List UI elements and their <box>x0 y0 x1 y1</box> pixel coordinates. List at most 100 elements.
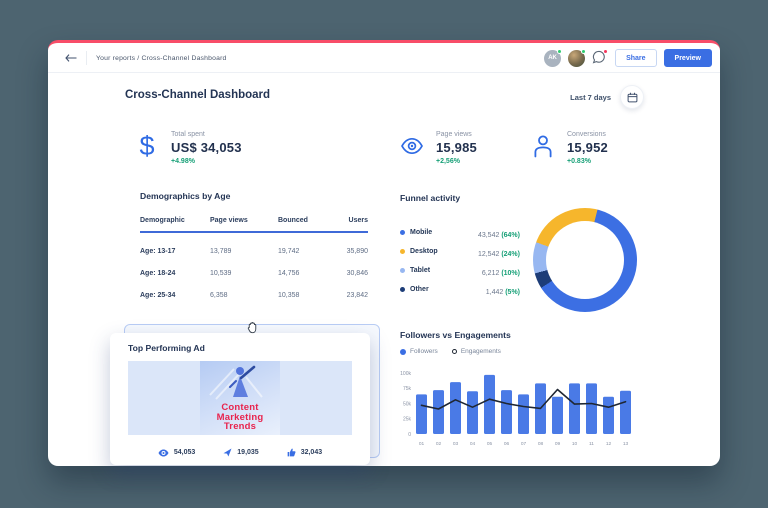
eye-icon <box>398 129 426 163</box>
back-arrow-icon <box>65 54 77 62</box>
table-cell: 6,358 <box>210 292 228 299</box>
x-axis-label: 10 <box>572 441 578 447</box>
avatar[interactable]: AK <box>544 48 563 67</box>
section-title: Followers vs Engagements <box>400 330 511 340</box>
dollar-icon: $ <box>139 130 155 161</box>
x-axis-label: 04 <box>470 441 476 447</box>
followers-dot-icon <box>400 348 406 355</box>
ad-stat-likes: 32,043 <box>287 448 322 457</box>
breadcrumb: Your reports / Cross-Channel Dashboard <box>96 54 227 62</box>
funnel-legend-item[interactable]: Tablet 6,212 (10%) <box>400 261 520 280</box>
bar <box>518 394 529 434</box>
engagements-ring-icon <box>451 349 457 354</box>
back-button[interactable] <box>62 49 80 67</box>
legend-dot-icon <box>400 268 405 273</box>
table-cell: 10,539 <box>210 270 232 277</box>
x-axis-label: 06 <box>504 441 510 447</box>
y-axis-tick: 25k <box>403 417 412 423</box>
bar <box>569 383 580 434</box>
legend-label: Desktop <box>410 248 438 255</box>
funnel-legend: Mobile 43,542 (64%) Desktop 12,542 (24%) Tab… <box>400 223 520 299</box>
grab-hand-cursor-icon <box>247 322 257 334</box>
dashboard-card: Your reports / Cross-Channel Dashboard A… <box>48 40 720 466</box>
legend-label: Tablet <box>410 267 431 274</box>
funnel-legend-item[interactable]: Desktop 12,542 (24%) <box>400 242 520 261</box>
donut-chart <box>533 208 637 312</box>
legend-label: Followers <box>410 348 438 355</box>
person-telescope-illustration <box>209 365 263 400</box>
legend-item-followers[interactable]: Followers <box>400 348 438 355</box>
legend-item-engagements[interactable]: Engagements <box>451 348 501 355</box>
bar <box>603 396 614 434</box>
bar <box>467 391 478 434</box>
x-axis-label: 13 <box>623 441 629 447</box>
x-axis-label: 09 <box>555 441 561 447</box>
online-status-dot <box>581 48 587 54</box>
table-row: Age: 13-17 13,789 19,742 35,890 <box>140 248 368 255</box>
ad-stats-row: 54,053 19,035 32,043 <box>110 448 370 457</box>
table-cell: Age: 13-17 <box>140 248 176 255</box>
legend-value: 1,442 (5%) <box>485 288 520 296</box>
column-header: Bounced <box>278 217 308 224</box>
calendar-button[interactable] <box>620 85 644 109</box>
section-title: Top Performing Ad <box>128 343 205 353</box>
legend-value: 6,212 (10%) <box>481 269 520 277</box>
kpi-delta: +4.98% <box>171 158 195 165</box>
date-range-label: Last 7 days <box>570 92 611 102</box>
calendar-icon <box>627 92 637 102</box>
topbar-actions: AK Share Preview <box>544 43 712 73</box>
legend-value: 12,542 (24%) <box>477 250 520 258</box>
y-axis-tick: 50k <box>403 401 412 407</box>
kpi-delta: +2,56% <box>436 158 460 165</box>
chat-bubble-icon <box>592 50 605 64</box>
table-cell: 10,358 <box>278 292 300 299</box>
kpi-label: Page views <box>436 131 472 138</box>
y-axis-tick: 0 <box>408 432 411 438</box>
legend-label: Other <box>410 286 429 293</box>
notifications-button[interactable] <box>592 49 609 66</box>
legend-label: Engagements <box>460 348 501 355</box>
bar <box>501 390 512 434</box>
send-icon <box>223 448 232 457</box>
table-cell: 19,742 <box>278 248 300 255</box>
ad-stat-shares: 19,035 <box>223 448 259 457</box>
preview-button[interactable]: Preview <box>663 49 712 67</box>
bar <box>450 382 461 434</box>
stat-value: 32,043 <box>300 449 323 456</box>
bar-line-chart: 0 25k 50k 75k 100k 01 02 03 04 05 06 07 08 09 10 11 12 13 <box>400 371 631 447</box>
line-series <box>420 388 627 410</box>
table-cell: 35,890 <box>346 248 368 255</box>
x-axis-label: 08 <box>538 441 544 447</box>
table-cell: 13,789 <box>210 248 232 255</box>
funnel-legend-item[interactable]: Mobile 43,542 (64%) <box>400 223 520 242</box>
kpi-page-views: Page views 15,985 +2,56% <box>398 129 477 165</box>
legend-value: 43,542 (64%) <box>477 231 520 239</box>
legend-label: Mobile <box>410 229 433 236</box>
y-axis-tick: 100k <box>400 371 411 377</box>
table-cell: 30,846 <box>346 270 368 277</box>
table-row: Age: 25-34 6,358 10,358 23,842 <box>140 292 368 299</box>
top-performing-ad-card[interactable]: Top Performing Ad Content Marketing Tren… <box>110 333 370 465</box>
ad-image: Content Marketing Trends <box>128 361 352 435</box>
topbar: Your reports / Cross-Channel Dashboard A… <box>48 43 720 73</box>
funnel-legend-item[interactable]: Other 1,442 (5%) <box>400 280 520 299</box>
column-header: Page views <box>210 217 248 224</box>
ad-caption: Content Marketing Trends <box>216 401 264 433</box>
table-cell: 23,842 <box>346 292 368 299</box>
avatar[interactable] <box>568 48 587 67</box>
thumbs-up-icon <box>287 448 296 457</box>
x-axis-label: 12 <box>606 441 612 447</box>
notification-badge <box>603 49 609 54</box>
bar <box>620 390 631 434</box>
table-cell: 14,756 <box>278 270 300 277</box>
legend-dot-icon <box>400 230 405 235</box>
kpi-delta: +0.83% <box>567 158 591 165</box>
x-axis-label: 05 <box>487 441 493 447</box>
bar <box>552 396 563 434</box>
legend-dot-icon <box>400 249 405 254</box>
kpi-conversions: Conversions 15,952 +0.83% <box>529 129 608 165</box>
demographics-section: Demographics by Age Demographic Page view… <box>140 191 368 299</box>
x-axis-label: 11 <box>589 441 594 447</box>
share-button[interactable]: Share <box>615 49 657 67</box>
kpi-value: US$ 34,053 <box>171 140 242 155</box>
